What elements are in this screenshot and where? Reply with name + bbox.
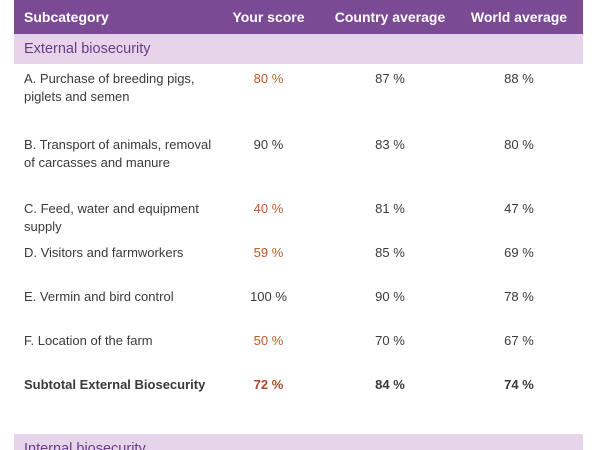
section-external-biosecurity: External biosecurity (14, 34, 583, 64)
row-your-score: 100 % (250, 289, 287, 304)
table-row: C. Feed, water and equipment supply 40 %… (14, 200, 583, 236)
row-country-average: 85 % (375, 245, 405, 260)
row-country-average: 81 % (375, 201, 405, 216)
row-label: A. Purchase of breeding pigs, piglets an… (24, 71, 195, 104)
table-row: E. Vermin and bird control 100 % 90 % 78… (14, 288, 583, 324)
row-world-average: 78 % (504, 289, 534, 304)
row-your-score: 59 % (253, 245, 284, 260)
row-country-average: 70 % (375, 333, 405, 348)
biosecurity-table: Subcategory Your score Country average W… (14, 0, 583, 450)
row-your-score: 90 % (253, 137, 284, 152)
header-your-score: Your score (232, 9, 305, 25)
subtotal-label: Subtotal External Biosecurity (24, 377, 206, 392)
row-label: B. Transport of animals, removal of carc… (24, 137, 212, 170)
row-label: F. Location of the farm (24, 333, 153, 348)
subtotal-country-average: 84 % (375, 377, 405, 392)
row-your-score: 80 % (253, 71, 284, 86)
table-row: D. Visitors and farmworkers 59 % 85 % 69… (14, 244, 583, 280)
row-label: C. Feed, water and equipment supply (24, 201, 199, 234)
section-internal-biosecurity: Internal biosecurity (14, 434, 583, 450)
header-world-average: World average (470, 9, 568, 25)
row-country-average: 90 % (375, 289, 405, 304)
row-your-score: 50 % (253, 333, 284, 348)
row-world-average: 67 % (504, 333, 534, 348)
row-your-score: 40 % (253, 201, 284, 216)
table-header: Subcategory Your score Country average W… (14, 0, 583, 34)
row-country-average: 83 % (375, 137, 405, 152)
row-label: E. Vermin and bird control (24, 289, 174, 304)
subtotal-row: Subtotal External Biosecurity 72 % 84 % … (14, 376, 583, 412)
row-world-average: 69 % (504, 245, 534, 260)
subtotal-world-average: 74 % (504, 377, 534, 392)
subtotal-your-score: 72 % (253, 377, 284, 392)
table-row: A. Purchase of breeding pigs, piglets an… (14, 70, 583, 124)
row-label: D. Visitors and farmworkers (24, 245, 184, 260)
row-country-average: 87 % (375, 71, 405, 86)
row-world-average: 88 % (504, 71, 534, 86)
row-world-average: 47 % (504, 201, 534, 216)
header-subcategory: Subcategory (24, 9, 109, 25)
table-row: F. Location of the farm 50 % 70 % 67 % (14, 332, 583, 350)
row-world-average: 80 % (504, 137, 534, 152)
table-row: B. Transport of animals, removal of carc… (14, 136, 583, 190)
header-country-average: Country average (334, 9, 446, 25)
